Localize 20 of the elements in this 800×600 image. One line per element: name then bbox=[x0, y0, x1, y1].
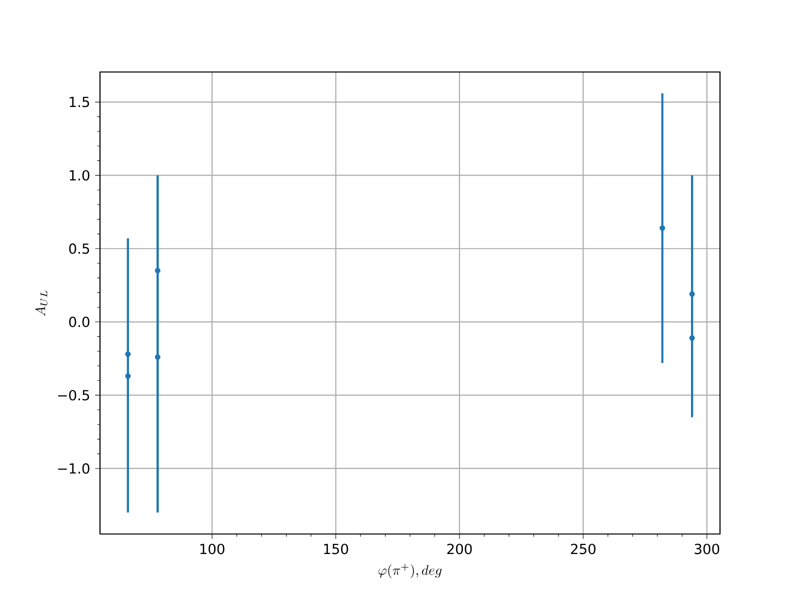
y-tick-label: 1.0 bbox=[70, 170, 90, 181]
point bbox=[125, 373, 131, 379]
point bbox=[154, 268, 160, 274]
point bbox=[689, 291, 695, 297]
y-tick-label: 0.0 bbox=[69, 316, 90, 328]
y-tick-label: 1.5 bbox=[70, 96, 90, 108]
x-tick-label: 300 bbox=[694, 544, 720, 554]
y-axis-title: $A_{UL}$ bbox=[35, 290, 48, 316]
point bbox=[154, 354, 160, 360]
point bbox=[660, 225, 666, 231]
point bbox=[689, 335, 695, 341]
x-tick-label: 100 bbox=[200, 544, 224, 554]
x-tick-label: 200 bbox=[447, 544, 472, 554]
x-tick-label: 250 bbox=[571, 544, 596, 554]
x-axis-title: $\varphi(\pi^+), deg$ bbox=[378, 564, 442, 578]
y-tick-label: 0.5 bbox=[69, 243, 90, 254]
y-tick-label: −1.0 bbox=[58, 463, 90, 474]
y-tick-label: −0.5 bbox=[58, 390, 90, 400]
point bbox=[125, 351, 131, 357]
x-tick-label: 150 bbox=[324, 544, 348, 554]
